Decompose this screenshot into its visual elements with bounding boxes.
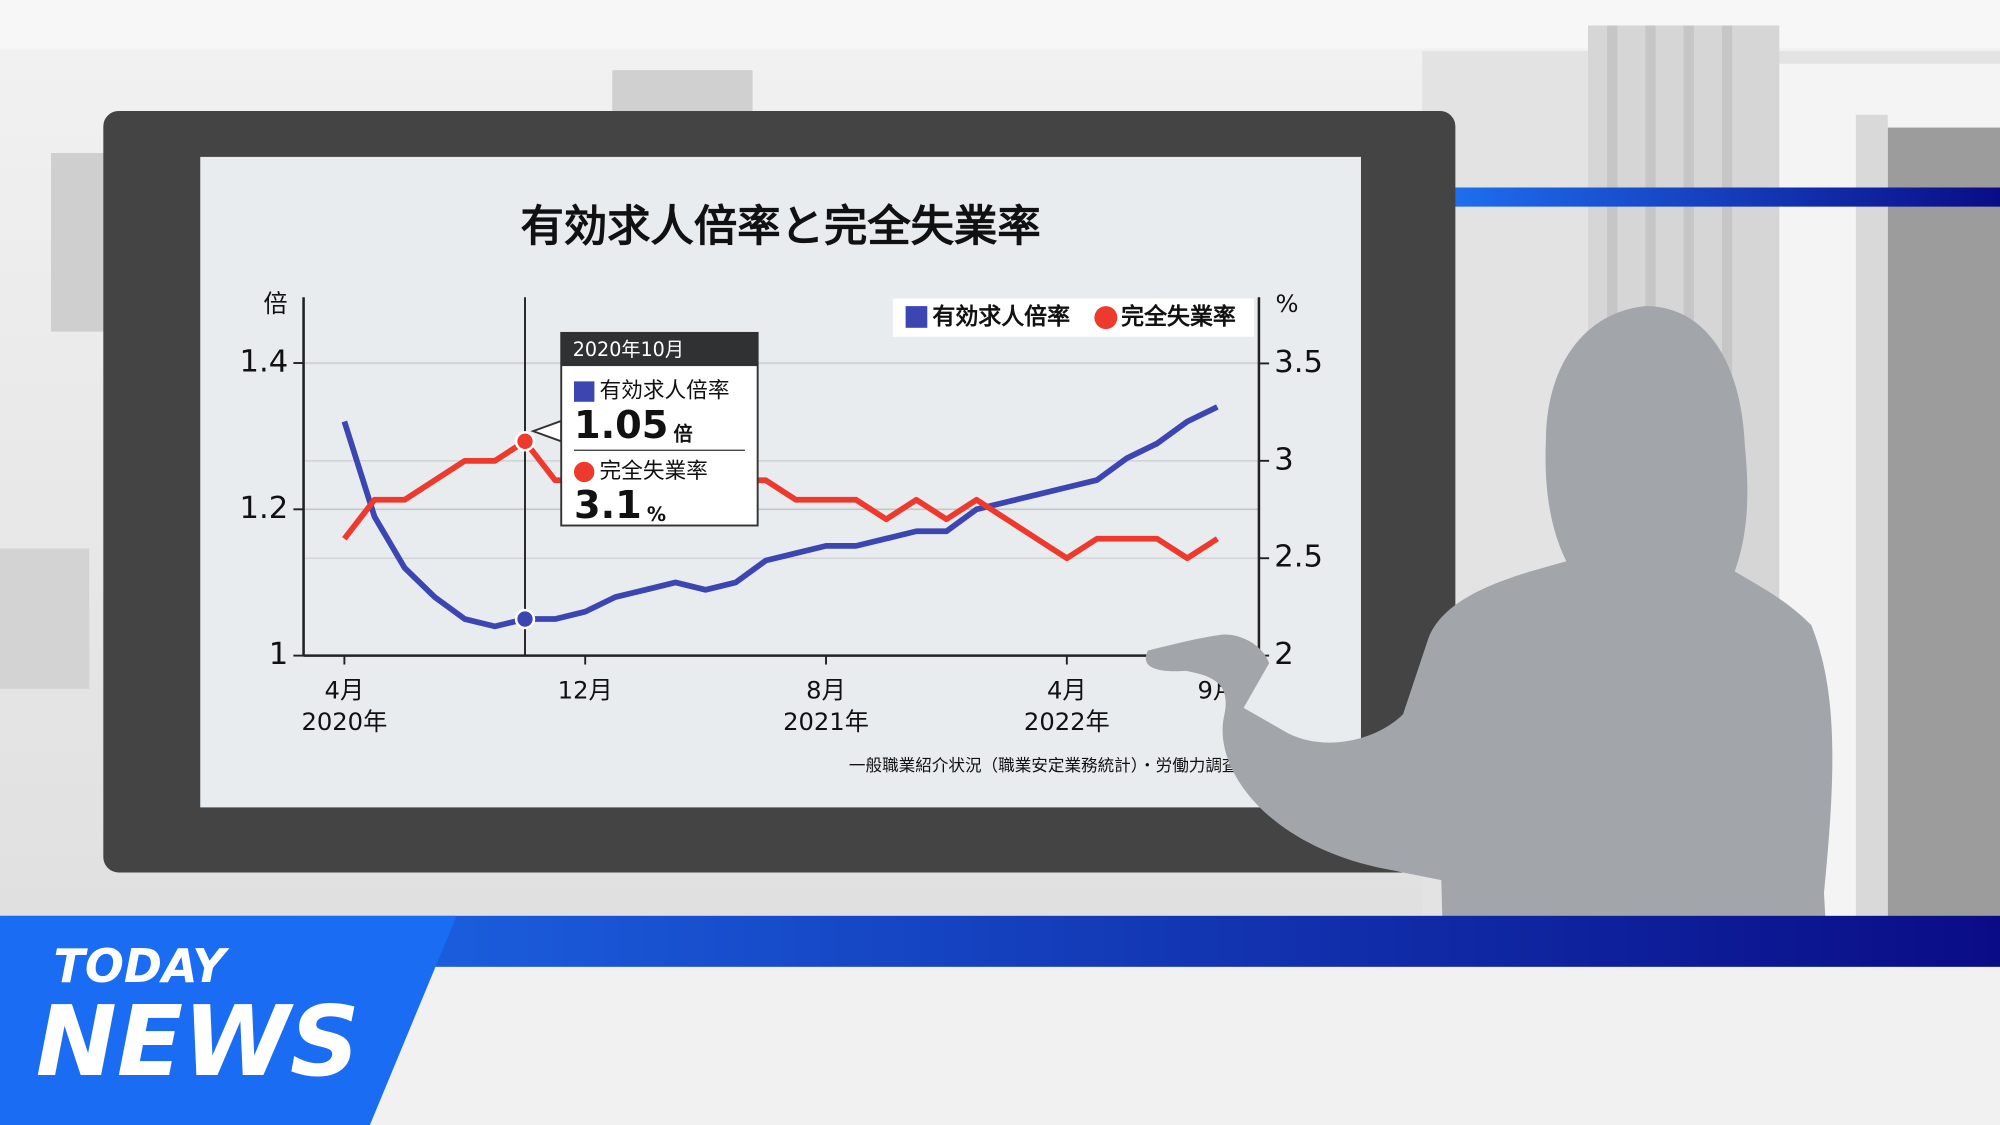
series-line [341,404,1219,630]
tooltip-swatch [573,461,595,483]
y-tick-label: 1 [269,637,288,672]
y2-axis-unit: % [1275,290,1298,318]
legend-box [892,298,1254,337]
plot: 1 1.2 1.4 2 2.5 3 3.5 倍 % 4月 2020年 12月 8月 2021年 4月 2022… [240,290,1323,736]
x-tick-label: 8月 [806,676,846,704]
series-line [342,438,1219,562]
x-year-label: 2020年 [301,708,387,736]
x-tick-label: 4月 [325,676,365,704]
legend-swatch [1094,306,1118,330]
tooltip-title: 2020年10月 [573,338,684,361]
tooltip-value: 3.1 [574,483,642,528]
tooltip-unit: 倍 [673,422,692,445]
y-tick-label: 1.2 [240,491,289,526]
banner-today: TODAY [54,939,231,993]
y-tick-label: 1.4 [240,345,289,380]
source-note: 一般職業紹介状況（職業安定業務統計）・労働力調査（基本 [849,756,1288,775]
y2-tick-label: 3.5 [1274,345,1323,380]
x-tick-label: 12月 [558,676,613,704]
tooltip-value: 1.05 [574,403,668,448]
hover-point [514,608,536,630]
tooltip-unit: % [647,503,666,526]
tooltip-series-name: 有効求人倍率 [599,379,729,404]
y2-tick-label: 2 [1274,637,1293,672]
tooltip-series-name: 完全失業率 [599,459,707,484]
news-banner: TODAY NEWS [0,915,2000,1125]
tooltip-swatch [573,381,595,402]
banner-news: NEWS [36,985,360,1098]
y2-tick-label: 3 [1274,442,1293,477]
x-tick-label: 4月 [1047,676,1087,704]
y2-tick-label: 2.5 [1274,540,1323,575]
chart-title: 有効求人倍率と完全失業率 [520,202,1040,252]
tooltip-header [561,332,758,367]
hover-point [514,431,536,452]
legend-swatch [905,306,928,328]
x-year-label: 2021年 [783,708,869,736]
y-axis-unit: 倍 [263,290,287,318]
legend-label: 完全失業率 [1121,303,1236,330]
x-year-label: 2022年 [1024,708,1110,736]
chart-panel [200,156,1361,808]
legend-label: 有効求人倍率 [932,303,1070,330]
